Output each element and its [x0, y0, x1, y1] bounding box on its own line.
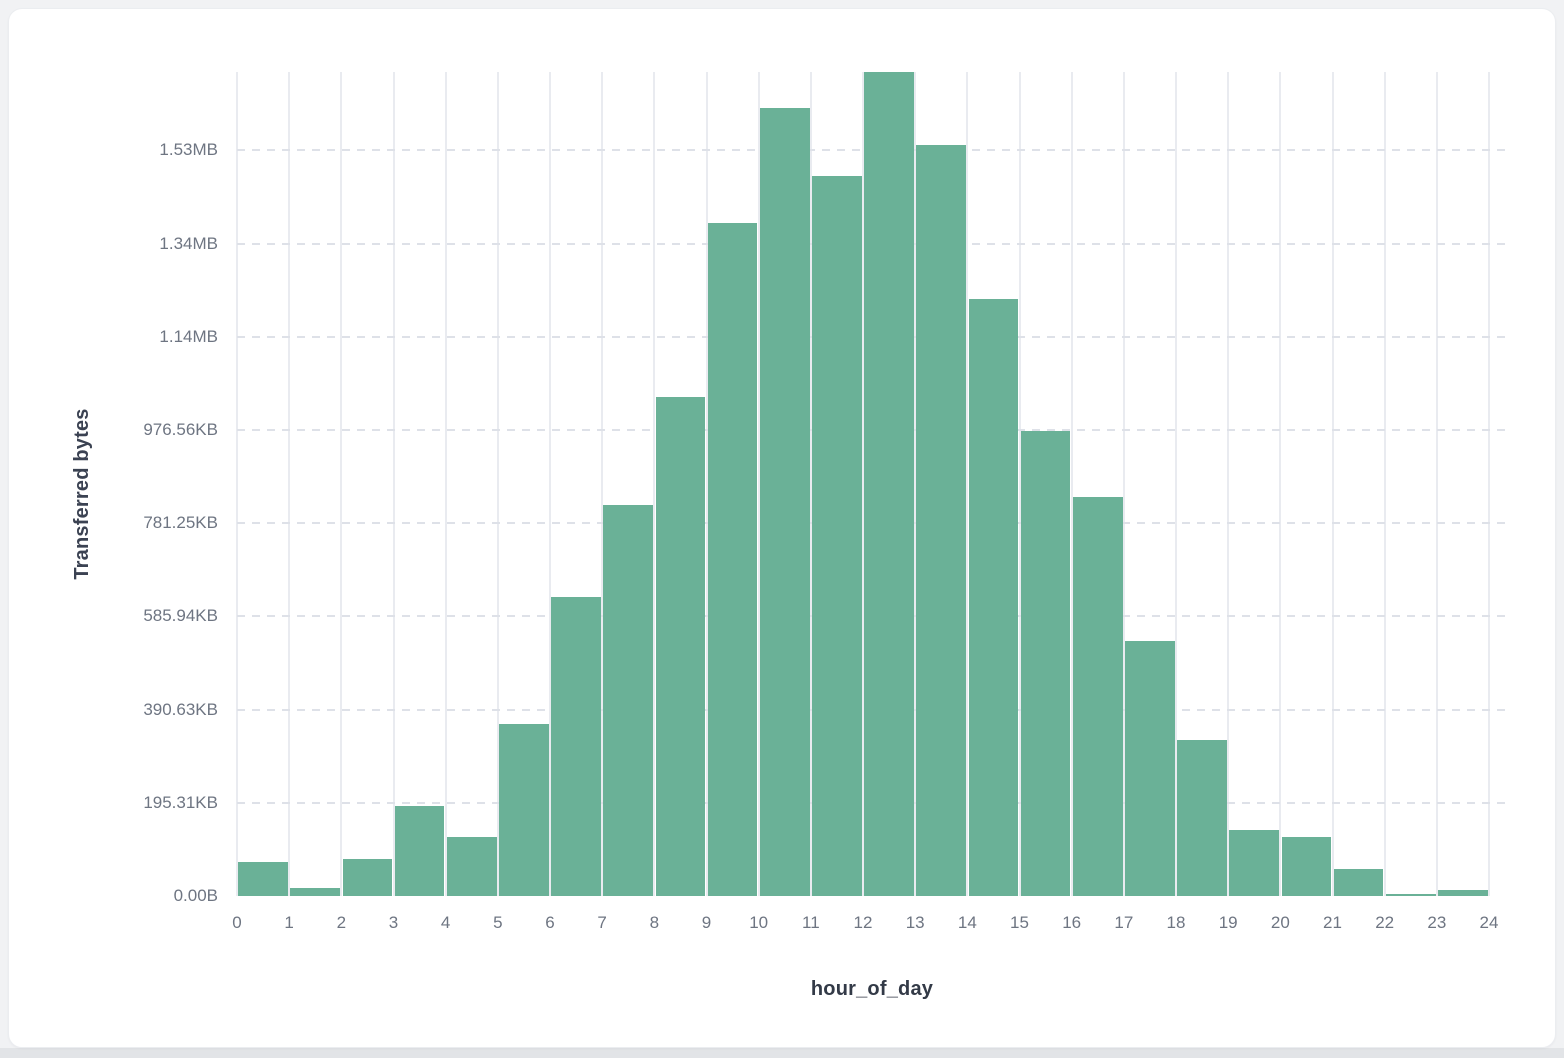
bar-hour-7[interactable]	[603, 505, 654, 896]
y-tick-label: 390.63KB	[143, 699, 218, 719]
x-tick-label: 12	[853, 913, 873, 932]
gridline-vertical	[757, 72, 760, 896]
gridline-vertical	[966, 72, 969, 896]
page-background-strip	[0, 1048, 1564, 1058]
x-tick-label: 9	[701, 913, 712, 932]
x-axis-title: hour_of_day	[810, 978, 934, 1000]
bar-hour-1[interactable]	[290, 888, 341, 896]
y-tick-label: 195.31KB	[143, 792, 218, 812]
y-tick-label: 0.00B	[173, 886, 218, 905]
y-tick-label: 1.14MB	[159, 326, 218, 346]
gridline-vertical	[496, 72, 499, 896]
x-tick-label: 22	[1375, 913, 1395, 932]
bar-hour-2[interactable]	[342, 859, 393, 896]
gridline-vertical	[549, 72, 551, 896]
gridline-vertical	[653, 72, 656, 896]
x-tick-label: 6	[545, 913, 555, 932]
bar-hour-5[interactable]	[499, 723, 549, 896]
x-tick-label: 3	[388, 913, 399, 932]
x-tick-label: 7	[597, 913, 607, 932]
gridline-vertical	[1070, 72, 1073, 896]
gridline-vertical	[914, 72, 917, 896]
bar-hour-4[interactable]	[446, 837, 497, 896]
y-tick-label: 1.34MB	[159, 233, 218, 253]
bar-hour-23[interactable]	[1438, 889, 1488, 896]
x-tick-label: 2	[336, 913, 347, 932]
bar-hour-10[interactable]	[759, 108, 810, 896]
gridline-vertical	[809, 72, 812, 896]
gridline-vertical	[862, 72, 864, 896]
gridline-vertical	[1331, 72, 1334, 896]
bar-hour-14[interactable]	[968, 298, 1019, 896]
bar-hour-9[interactable]	[707, 223, 758, 896]
gridline-vertical	[1435, 72, 1438, 896]
x-tick-label: 13	[905, 913, 925, 932]
gridline-vertical	[1175, 72, 1177, 896]
bar-hour-16[interactable]	[1072, 496, 1123, 896]
x-tick-label: 18	[1166, 913, 1186, 932]
x-tick-label: 15	[1010, 913, 1029, 932]
x-tick-label: 14	[957, 913, 977, 932]
bar-hour-3[interactable]	[394, 805, 445, 896]
bar-hour-12[interactable]	[864, 72, 914, 896]
bar-hour-6[interactable]	[551, 596, 601, 896]
bar-hour-11[interactable]	[812, 175, 862, 896]
gridline-vertical	[1122, 72, 1125, 896]
gridline-vertical	[392, 72, 395, 896]
bar-hour-0[interactable]	[238, 861, 288, 896]
x-tick-label: 20	[1270, 913, 1290, 932]
x-tick-label: 24	[1479, 913, 1499, 932]
y-tick-label: 1.53MB	[159, 140, 218, 160]
y-tick-label: 976.56KB	[143, 419, 218, 439]
x-tick-label: 11	[802, 913, 820, 932]
gridline-vertical	[340, 72, 343, 896]
x-tick-label: 19	[1218, 913, 1238, 932]
x-tick-label: 23	[1427, 913, 1447, 932]
gridline-vertical	[236, 72, 238, 896]
gridline-vertical	[1279, 72, 1282, 896]
x-tick-label: 0	[232, 913, 242, 932]
x-tick-label: 1	[284, 913, 294, 932]
gridline-vertical	[705, 72, 708, 896]
x-tick-label: 21	[1323, 913, 1342, 932]
gridline-vertical	[1488, 72, 1490, 896]
gridline-vertical	[1227, 72, 1230, 896]
bar-hour-20[interactable]	[1281, 837, 1332, 896]
y-tick-label: 585.94KB	[143, 606, 218, 626]
x-tick-label: 16	[1062, 913, 1082, 932]
bar-hour-21[interactable]	[1333, 869, 1384, 896]
gridline-vertical	[1018, 72, 1021, 896]
bar-hour-18[interactable]	[1177, 740, 1227, 896]
y-tick-label: 781.25KB	[143, 513, 218, 533]
bar-hour-8[interactable]	[655, 397, 706, 896]
bar-hour-19[interactable]	[1229, 830, 1280, 896]
bar-hour-22[interactable]	[1385, 894, 1436, 896]
gridline-vertical	[1383, 72, 1386, 896]
x-tick-label: 10	[749, 913, 769, 932]
x-tick-label: 4	[440, 913, 451, 932]
bar-hour-13[interactable]	[916, 144, 967, 896]
gridline-vertical	[444, 72, 447, 896]
bar-hour-15[interactable]	[1020, 430, 1071, 896]
x-tick-label: 8	[649, 913, 660, 932]
gridline-vertical	[601, 72, 604, 896]
x-tick-label: 5	[493, 913, 503, 932]
plot-area	[236, 72, 1510, 896]
bar-hour-17[interactable]	[1125, 641, 1175, 896]
x-tick-label: 17	[1114, 913, 1134, 932]
gridline-vertical	[288, 72, 291, 896]
